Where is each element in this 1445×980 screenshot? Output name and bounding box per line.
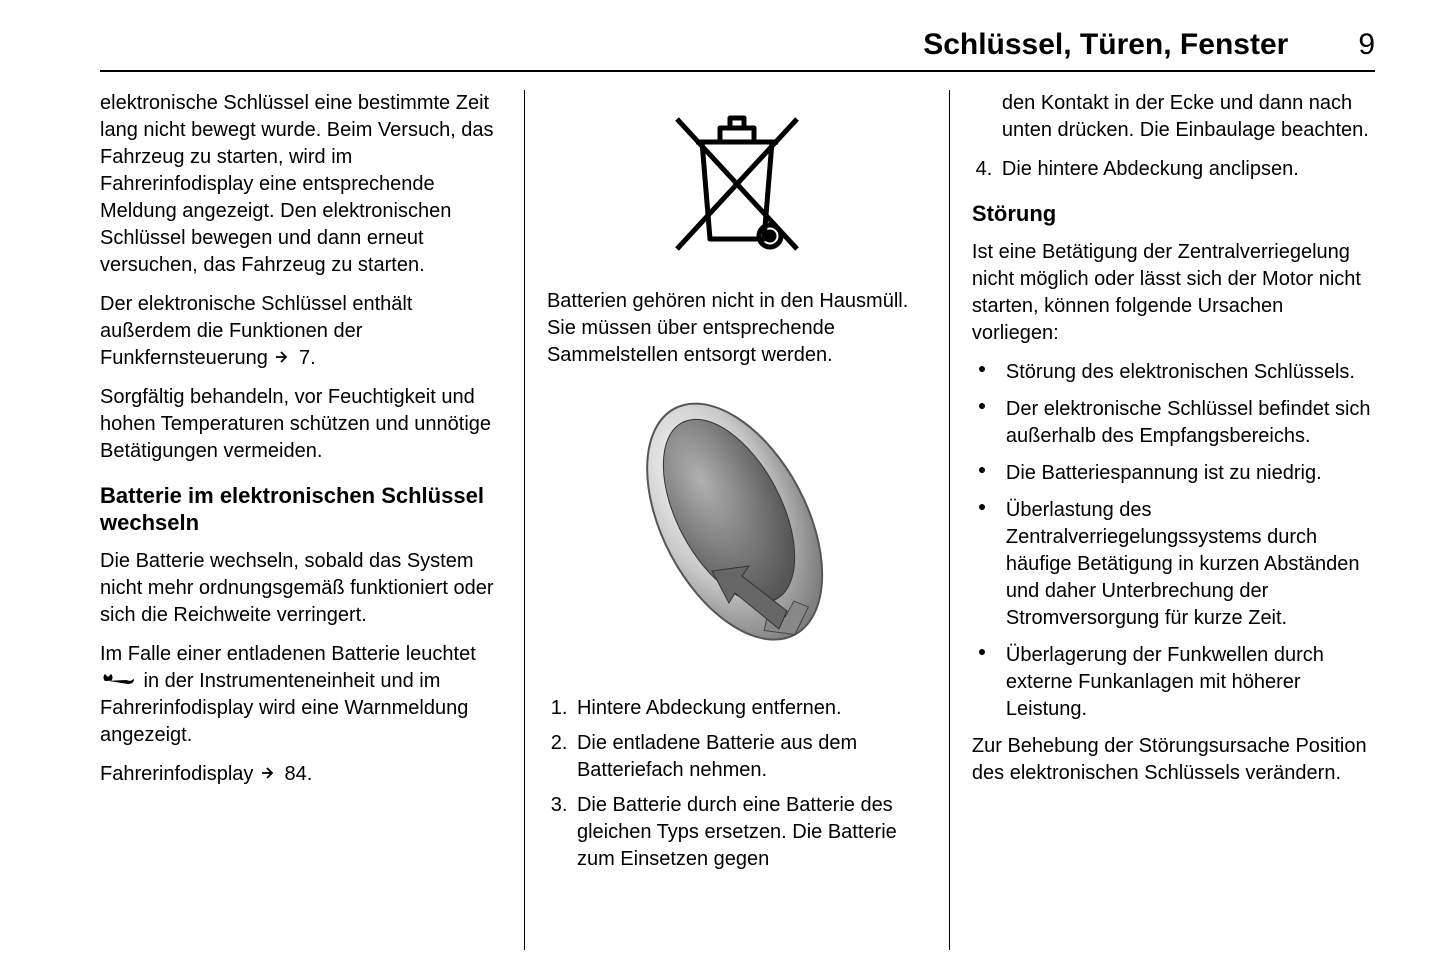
paragraph: Der elektronische Schlüssel enthält auße…	[100, 291, 502, 372]
paragraph: Fahrerinfodisplay 84.	[100, 761, 502, 788]
column-2: Batterien gehören nicht in den Hausmüll.…	[525, 90, 950, 950]
fault-causes-list: Störung des elektronischen Schlüssels. D…	[972, 359, 1375, 723]
step-item: Hintere Abdeckung entfernen.	[573, 695, 927, 722]
crossref-icon	[261, 761, 277, 788]
manual-page: Schlüssel, Türen, Fenster 9 elektronisch…	[0, 0, 1445, 980]
no-trash-icon	[547, 94, 927, 272]
step-item: Die entladene Batterie aus dem Batterief…	[573, 730, 927, 784]
text: Fahrerinfodisplay	[100, 763, 259, 785]
list-item: Überlastung des Zentralverriegelungssyst…	[998, 497, 1375, 632]
sub-heading: Batterie im elektronischen Schlüssel wec…	[100, 483, 502, 536]
paragraph: Sorgfältig behandeln, vor Feuchtigkeit u…	[100, 384, 502, 465]
paragraph: Die Batterie wechseln, sobald das System…	[100, 548, 502, 629]
paragraph: elektronische Schlüssel eine bestimmte Z…	[100, 90, 502, 279]
text: Im Falle einer entladenen Batterie leuch…	[100, 643, 476, 665]
list-item: Störung des elektronischen Schlüssels.	[998, 359, 1375, 386]
paragraph: Im Falle einer entladenen Batterie leuch…	[100, 641, 502, 749]
paragraph: Ist eine Betätigung der Zentralverriegel…	[972, 239, 1375, 347]
column-3: den Kontakt in der Ecke und dann nach un…	[950, 90, 1375, 950]
battery-steps-cont: Die hintere Abdeckung anclipsen.	[972, 156, 1375, 183]
text: in der Instrumenteneinheit und im Fahrer…	[100, 670, 468, 746]
crossref-icon	[275, 345, 291, 372]
list-item: Der elektronische Schlüssel befindet sic…	[998, 396, 1375, 450]
crossref-number: 84.	[285, 763, 313, 785]
step-item: Die hintere Abdeckung anclipsen.	[998, 156, 1375, 183]
wrench-icon	[102, 668, 136, 695]
step-item: Die Batterie durch eine Batterie des gle…	[573, 792, 927, 873]
column-1: elektronische Schlüssel eine bestimmte Z…	[100, 90, 525, 950]
key-fob-illustration	[547, 381, 927, 679]
page-header: Schlüssel, Türen, Fenster 9	[100, 28, 1375, 72]
paragraph: Batterien gehören nicht in den Hausmüll.…	[547, 288, 927, 369]
list-item: Die Batteriespannung ist zu niedrig.	[998, 460, 1375, 487]
text: Der elektronische Schlüssel enthält auße…	[100, 293, 412, 369]
list-item: Überlagerung der Funkwellen durch extern…	[998, 642, 1375, 723]
step-continuation: den Kontakt in der Ecke und dann nach un…	[972, 90, 1375, 144]
content-columns: elektronische Schlüssel eine bestimmte Z…	[100, 90, 1375, 950]
paragraph: Zur Behebung der Störungsursache Positio…	[972, 733, 1375, 787]
section-title: Schlüssel, Türen, Fenster	[923, 28, 1288, 62]
sub-heading: Störung	[972, 201, 1375, 227]
page-number: 9	[1358, 28, 1375, 62]
battery-steps: Hintere Abdeckung entfernen. Die entlade…	[547, 695, 927, 873]
crossref-number: 7.	[299, 347, 316, 369]
